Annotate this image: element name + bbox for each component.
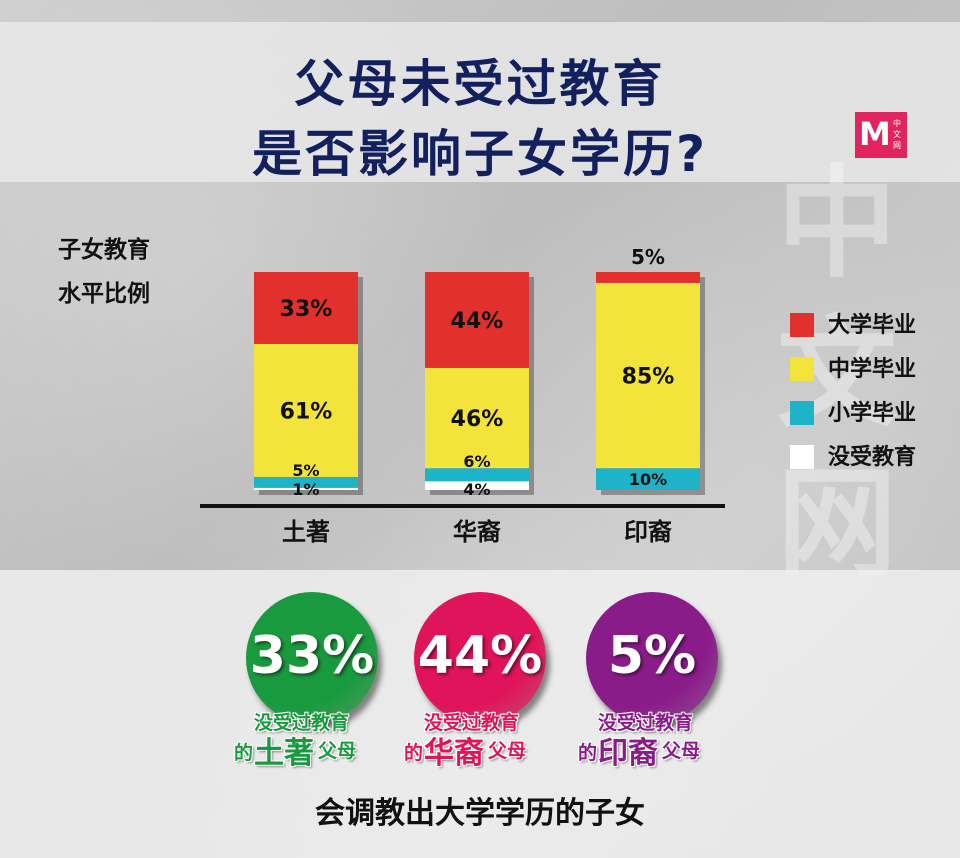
y-axis-label-line-1: 子女教育 [58,237,150,263]
footer-caption: 会调教出大学学历的子女 [315,796,645,831]
bar-segment [596,468,700,490]
bar-segment [596,282,700,469]
bar-value-label: 4% [463,480,490,499]
legend-swatch-none [790,445,814,469]
bar-segment [425,272,529,368]
caption-malay-group: 土著 [254,736,314,771]
caption-malay-post: 父母 [318,740,357,762]
circle-value-malay: 33% [249,626,375,686]
circle-chinese: 44% [414,592,546,724]
bar-value-label: 85% [622,365,675,390]
category-label: 土著 [282,518,330,546]
title-band: 父母未受过教育 是否影响子女学历? [0,22,960,183]
legend-swatch-university [790,313,814,337]
logo-sub: 中文网 [893,119,901,150]
circle-indian: 5% [586,592,718,724]
legend-label-primary: 小学毕业 [828,401,917,426]
caption-chinese-group: 华裔 [424,736,484,771]
legend-swatch-secondary [790,357,814,381]
bar-value-label: 5% [292,461,319,480]
bar-segment [596,272,700,283]
bar-value-label: 10% [629,470,667,489]
legend-swatch-primary [790,401,814,425]
caption-malay-line1: 没受过教育 [254,712,350,734]
caption-chinese-pre: 的 [404,742,424,764]
bar-value-label: 6% [463,452,490,471]
circle-value-indian: 5% [607,626,697,686]
caption-indian-post: 父母 [662,740,701,762]
bar-segment [254,343,358,477]
caption-indian-pre: 的 [578,742,598,764]
bar-value-label: 61% [280,399,333,424]
y-axis-label-line-2: 水平比例 [58,281,150,307]
caption-indian-group: 印裔 [598,736,658,771]
bar-segment [254,487,358,490]
logo: M 中文网 [855,112,907,158]
bar-value-label: 5% [631,245,665,269]
caption-malay-pre: 的 [234,742,254,764]
legend-label-secondary: 中学毕业 [828,357,917,382]
x-axis-line [200,504,725,508]
watermark: 中文网 [777,155,897,594]
title-line-1: 父母未受过教育 [294,55,666,113]
caption-chinese-post: 父母 [488,740,527,762]
bar-segment [254,476,358,488]
category-label: 印裔 [624,518,672,546]
circle-malay: 33% [246,592,378,724]
category-label: 华裔 [453,518,501,546]
circle-value-chinese: 44% [417,626,543,686]
bar-segment [425,468,529,482]
logo-letter: M [859,115,891,153]
caption-chinese-line1: 没受过教育 [424,712,520,734]
legend-label-none: 没受教育 [828,445,917,470]
bar-value-label: 33% [280,297,333,322]
bar-segment [425,367,529,469]
caption-indian-line1: 没受过教育 [598,712,694,734]
bar-segment [254,272,358,344]
bar-value-label: 1% [292,480,319,499]
y-axis-label: 子女教育 水平比例 [58,228,208,316]
bar-value-label: 46% [451,407,504,432]
bar-value-label: 44% [451,309,504,334]
bar-segment [425,481,529,490]
legend-label-university: 大学毕业 [828,313,917,338]
title-line-2: 是否影响子女学历? [251,125,708,183]
